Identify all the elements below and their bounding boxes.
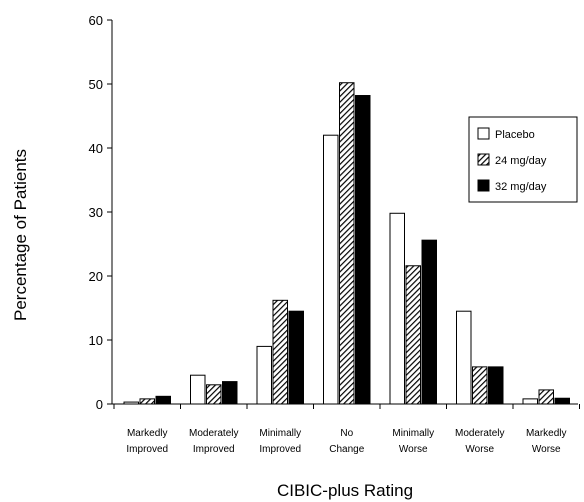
y-tick-label: 60 [89, 13, 103, 28]
y-tick-label: 30 [89, 205, 103, 220]
bar-32-mg-day [155, 395, 171, 405]
bar-placebo [123, 401, 139, 405]
bar-32-mg-day [222, 381, 238, 405]
bar-24-mg-day [206, 384, 222, 405]
legend-label: Placebo [495, 129, 535, 141]
legend: Placebo 24 mg/day 32 mg/day [468, 116, 578, 203]
legend-swatch [477, 153, 490, 166]
bar-24-mg-day [538, 389, 554, 405]
legend-label: 24 mg/day [495, 155, 547, 167]
category-label: Minimally Worse [392, 428, 434, 455]
category-label: Moderately Improved [189, 428, 238, 455]
bar-placebo [456, 310, 472, 405]
bar-24-mg-day [139, 398, 155, 405]
bar-32-mg-day [554, 397, 570, 405]
category-label: Moderately Worse [455, 428, 504, 455]
bar-24-mg-day [405, 265, 421, 405]
category-label: No Change [329, 428, 364, 455]
bar-24-mg-day [272, 299, 288, 405]
category-label: Minimally Improved [259, 428, 301, 455]
bar-placebo [522, 398, 538, 405]
y-tick-label: 20 [89, 269, 103, 284]
category-labels: Markedly Improved Moderately Improved Minima… [126, 428, 566, 455]
y-tick-label: 10 [89, 333, 103, 348]
legend-swatch [477, 179, 490, 192]
y-axis: 0 10 20 30 40 50 60 [89, 13, 113, 412]
bar-placebo [323, 134, 339, 405]
bar-32-mg-day [355, 95, 371, 405]
bar-32-mg-day [421, 239, 437, 405]
y-tick-label: 50 [89, 77, 103, 92]
y-axis-title: Percentage of Patients [11, 149, 30, 321]
x-axis-title: CIBIC-plus Rating [277, 481, 413, 500]
legend-label: 32 mg/day [495, 181, 547, 193]
bar-24-mg-day [339, 82, 355, 405]
bar-placebo [256, 345, 272, 405]
category-label: Markedly Worse [526, 428, 567, 455]
bar-24-mg-day [472, 366, 488, 405]
y-tick-label: 0 [96, 397, 103, 412]
y-tick-label: 40 [89, 141, 103, 156]
bar-placebo [190, 374, 206, 405]
bar-32-mg-day [288, 310, 304, 405]
x-axis [112, 403, 580, 409]
bar-placebo [389, 212, 405, 405]
bars-group [123, 82, 570, 405]
legend-swatch [477, 127, 490, 140]
category-label: Markedly Improved [126, 428, 168, 455]
bar-32-mg-day [488, 366, 504, 405]
